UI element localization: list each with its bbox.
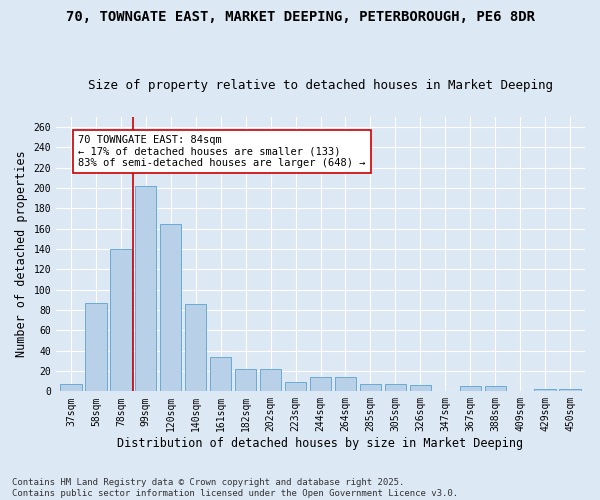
Bar bbox=[335, 377, 356, 392]
Text: 70, TOWNGATE EAST, MARKET DEEPING, PETERBOROUGH, PE6 8DR: 70, TOWNGATE EAST, MARKET DEEPING, PETER… bbox=[65, 10, 535, 24]
Bar bbox=[460, 386, 481, 392]
Text: 70 TOWNGATE EAST: 84sqm
← 17% of detached houses are smaller (133)
83% of semi-d: 70 TOWNGATE EAST: 84sqm ← 17% of detache… bbox=[79, 135, 366, 168]
Bar bbox=[285, 382, 306, 392]
Text: Contains HM Land Registry data © Crown copyright and database right 2025.
Contai: Contains HM Land Registry data © Crown c… bbox=[12, 478, 458, 498]
Bar bbox=[310, 377, 331, 392]
Bar bbox=[110, 249, 131, 392]
Bar bbox=[135, 186, 157, 392]
Bar bbox=[535, 390, 556, 392]
Y-axis label: Number of detached properties: Number of detached properties bbox=[15, 150, 28, 358]
Title: Size of property relative to detached houses in Market Deeping: Size of property relative to detached ho… bbox=[88, 79, 553, 92]
Bar bbox=[559, 390, 581, 392]
Bar bbox=[385, 384, 406, 392]
Bar bbox=[160, 224, 181, 392]
Bar bbox=[210, 357, 232, 392]
Bar bbox=[85, 303, 107, 392]
Bar bbox=[235, 369, 256, 392]
Bar bbox=[410, 385, 431, 392]
X-axis label: Distribution of detached houses by size in Market Deeping: Distribution of detached houses by size … bbox=[118, 437, 524, 450]
Bar bbox=[61, 384, 82, 392]
Bar bbox=[485, 386, 506, 392]
Bar bbox=[260, 369, 281, 392]
Bar bbox=[360, 384, 381, 392]
Bar bbox=[185, 304, 206, 392]
